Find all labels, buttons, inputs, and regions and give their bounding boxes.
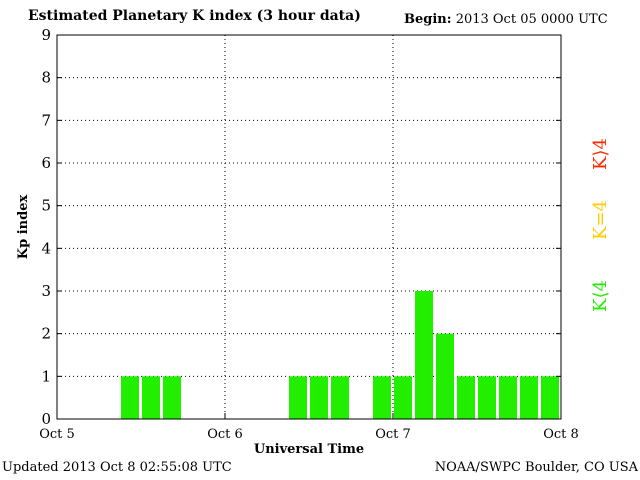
legend-k-greater-4: K⟩4	[590, 138, 611, 170]
plot-frame	[56, 34, 562, 420]
begin-label: Begin:	[404, 12, 452, 27]
kp-bar	[121, 376, 139, 419]
chart-title: Estimated Planetary K index (3 hour data…	[28, 8, 361, 24]
x-tick-label: Oct 7	[375, 427, 411, 442]
x-axis-label: Universal Time	[254, 442, 364, 457]
kp-bar	[520, 376, 538, 419]
y-tick-label: 8	[41, 69, 51, 87]
x-ticks: Oct 5 Oct 6 Oct 7 Oct 8	[39, 413, 579, 442]
kp-bar	[457, 376, 475, 419]
begin-value: 2013 Oct 05 0000 UTC	[455, 12, 608, 27]
kp-bar	[163, 376, 181, 419]
y-tick-label: 4	[41, 239, 51, 257]
kp-bar	[415, 291, 433, 419]
x-tick-label: Oct 5	[39, 427, 75, 442]
y-axis-label: Kp index	[16, 195, 31, 260]
x-tick-label: Oct 8	[543, 427, 579, 442]
kp-bar	[310, 376, 328, 419]
kp-bar	[331, 376, 349, 419]
begin-timestamp: Begin: 2013 Oct 05 0000 UTC	[404, 12, 608, 27]
y-tick-label: 3	[41, 282, 51, 300]
y-tick-label: 1	[41, 367, 51, 385]
kp-bar	[499, 376, 517, 419]
y-tick-label: 5	[41, 197, 51, 215]
credit-text: NOAA/SWPC Boulder, CO USA	[434, 460, 638, 475]
kp-bar	[142, 376, 160, 419]
kp-bar	[394, 376, 412, 419]
y-tick-label: 0	[41, 410, 51, 428]
bars	[121, 291, 559, 419]
grid-lines	[57, 35, 561, 419]
x-tick-label: Oct 6	[207, 427, 243, 442]
legend-k-equal-4: K=4	[590, 200, 611, 240]
y-ticks: 0 1 2 3 4 5 6 7 8 9	[41, 26, 561, 428]
kp-bar	[436, 333, 454, 419]
kp-bar	[373, 376, 391, 419]
y-tick-label: 7	[41, 111, 51, 129]
kp-bar	[289, 376, 307, 419]
y-tick-label: 6	[41, 154, 51, 172]
y-tick-label: 2	[41, 325, 51, 343]
kp-bar	[478, 376, 496, 419]
legend-k-less-4: K⟨4	[590, 280, 611, 312]
updated-timestamp: Updated 2013 Oct 8 02:55:08 UTC	[2, 460, 232, 475]
kp-bar	[541, 376, 559, 419]
y-tick-label: 9	[41, 26, 51, 44]
